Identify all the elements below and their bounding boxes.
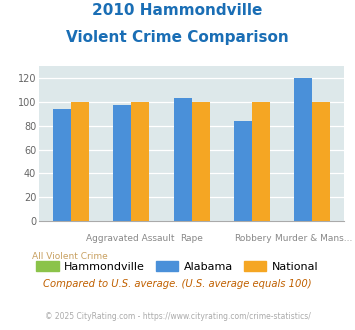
Text: Aggravated Assault: Aggravated Assault: [86, 234, 175, 243]
Text: Violent Crime Comparison: Violent Crime Comparison: [66, 30, 289, 45]
Bar: [234, 121, 252, 221]
Legend: Hammondville, Alabama, National: Hammondville, Alabama, National: [32, 256, 323, 276]
Bar: [174, 98, 192, 221]
Bar: [312, 102, 331, 221]
Text: © 2025 CityRating.com - https://www.cityrating.com/crime-statistics/: © 2025 CityRating.com - https://www.city…: [45, 312, 310, 321]
Bar: [294, 78, 312, 221]
Bar: [131, 102, 149, 221]
Text: Murder & Mans...: Murder & Mans...: [275, 234, 353, 243]
Text: Rape: Rape: [180, 234, 203, 243]
Text: Compared to U.S. average. (U.S. average equals 100): Compared to U.S. average. (U.S. average …: [43, 279, 312, 289]
Text: Robbery: Robbery: [234, 234, 272, 243]
Text: All Violent Crime: All Violent Crime: [32, 252, 108, 261]
Bar: [113, 105, 131, 221]
Bar: [71, 102, 89, 221]
Bar: [252, 102, 270, 221]
Bar: [192, 102, 210, 221]
Text: 2010 Hammondville: 2010 Hammondville: [92, 3, 263, 18]
Bar: [53, 109, 71, 221]
